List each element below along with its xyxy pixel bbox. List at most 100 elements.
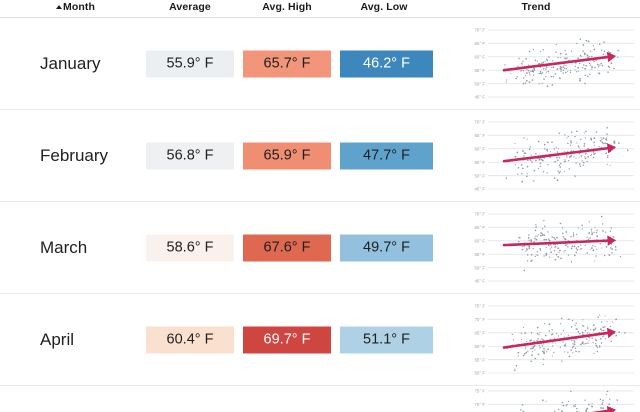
scatter-point bbox=[564, 160, 565, 161]
scatter-point bbox=[610, 62, 612, 64]
scatter-point bbox=[543, 339, 544, 340]
scatter-point bbox=[583, 161, 585, 163]
scatter-point bbox=[527, 173, 528, 174]
scatter-point bbox=[560, 70, 561, 71]
scatter-point bbox=[578, 145, 580, 147]
scatter-point bbox=[601, 215, 603, 217]
scatter-point bbox=[575, 347, 576, 348]
scatter-point bbox=[595, 255, 597, 257]
column-header-average[interactable]: Average bbox=[146, 1, 234, 13]
scatter-point bbox=[557, 68, 559, 70]
scatter-point bbox=[516, 364, 518, 366]
scatter-point bbox=[537, 326, 539, 328]
column-header-month[interactable]: Month bbox=[56, 1, 95, 13]
scatter-point bbox=[526, 72, 527, 73]
scatter-point bbox=[539, 83, 540, 84]
column-header-avg-low[interactable]: Avg. Low bbox=[340, 1, 428, 13]
scatter-point bbox=[581, 342, 583, 344]
scatter-point bbox=[570, 349, 572, 351]
scatter-point bbox=[566, 156, 567, 157]
scatter-point bbox=[521, 64, 522, 65]
scatter-point bbox=[521, 332, 522, 333]
scatter-point bbox=[563, 405, 565, 407]
scatter-point bbox=[585, 244, 586, 245]
scatter-point bbox=[617, 49, 619, 51]
column-header-avg-high[interactable]: Avg. High bbox=[243, 1, 331, 13]
scatter-point bbox=[599, 43, 601, 45]
scatter-point bbox=[522, 404, 524, 406]
scatter-point bbox=[515, 77, 517, 79]
scatter-point bbox=[538, 72, 540, 74]
scatter-point bbox=[578, 350, 580, 352]
scatter-point bbox=[520, 69, 522, 71]
scatter-point bbox=[597, 316, 599, 318]
scatter-point bbox=[594, 145, 595, 146]
scatter-point bbox=[547, 150, 548, 151]
scatter-point bbox=[567, 351, 568, 352]
scatter-point bbox=[603, 329, 605, 331]
scatter-point bbox=[584, 82, 586, 84]
scatter-point bbox=[504, 64, 505, 65]
scatter-point bbox=[541, 158, 543, 160]
scatter-point bbox=[537, 338, 539, 340]
scatter-point bbox=[557, 57, 558, 58]
cell-month: February bbox=[40, 146, 108, 166]
scatter-point bbox=[577, 66, 579, 68]
scatter-point bbox=[560, 57, 561, 58]
scatter-point bbox=[566, 154, 567, 155]
cell-month: April bbox=[40, 330, 74, 350]
scatter-point bbox=[555, 51, 556, 52]
column-header-trend[interactable]: Trend bbox=[466, 1, 606, 13]
scatter-point bbox=[595, 327, 596, 328]
scatter-point bbox=[535, 255, 536, 256]
scatter-point bbox=[584, 132, 585, 133]
scatter-point bbox=[589, 73, 590, 74]
scatter-point bbox=[606, 133, 608, 135]
cell-avg-low: 46.2° F bbox=[340, 50, 433, 77]
scatter-point bbox=[604, 142, 606, 144]
scatter-point bbox=[582, 228, 583, 229]
scatter-point bbox=[590, 50, 591, 51]
scatter-point bbox=[562, 402, 563, 403]
scatter-point bbox=[570, 141, 572, 143]
scatter-point bbox=[547, 348, 549, 350]
scatter-point bbox=[513, 339, 514, 340]
scatter-point bbox=[545, 60, 546, 61]
scatter-point bbox=[587, 342, 588, 343]
scatter-point bbox=[550, 248, 551, 249]
scatter-point bbox=[543, 351, 544, 352]
scatter-point bbox=[603, 137, 605, 139]
scatter-point bbox=[533, 67, 535, 69]
scatter-point bbox=[593, 231, 594, 232]
scatter-point bbox=[579, 77, 581, 79]
scatter-point bbox=[591, 68, 592, 69]
scatter-point bbox=[579, 332, 580, 333]
scatter-point bbox=[610, 230, 611, 231]
scatter-point bbox=[591, 153, 592, 154]
scatter-point bbox=[548, 70, 550, 72]
scatter-point bbox=[606, 394, 607, 395]
scatter-point bbox=[529, 50, 531, 52]
scatter-point bbox=[530, 347, 532, 349]
trend-axis-tick-label: 55° F bbox=[474, 251, 485, 256]
table-row[interactable]: 75° F70° F65° F60° F55° F50° F bbox=[0, 386, 640, 412]
scatter-point bbox=[610, 52, 611, 53]
scatter-point bbox=[566, 137, 567, 138]
cell-avg-low: 47.7° F bbox=[340, 142, 433, 169]
scatter-point bbox=[584, 142, 586, 144]
scatter-point bbox=[585, 74, 587, 76]
scatter-point bbox=[574, 343, 576, 345]
scatter-point bbox=[565, 57, 566, 58]
scatter-point bbox=[543, 363, 544, 364]
scatter-point bbox=[546, 71, 547, 72]
scatter-point bbox=[560, 346, 561, 347]
scatter-point bbox=[610, 164, 611, 165]
scatter-point bbox=[555, 342, 556, 343]
scatter-point bbox=[526, 69, 527, 70]
scatter-point bbox=[565, 238, 567, 240]
